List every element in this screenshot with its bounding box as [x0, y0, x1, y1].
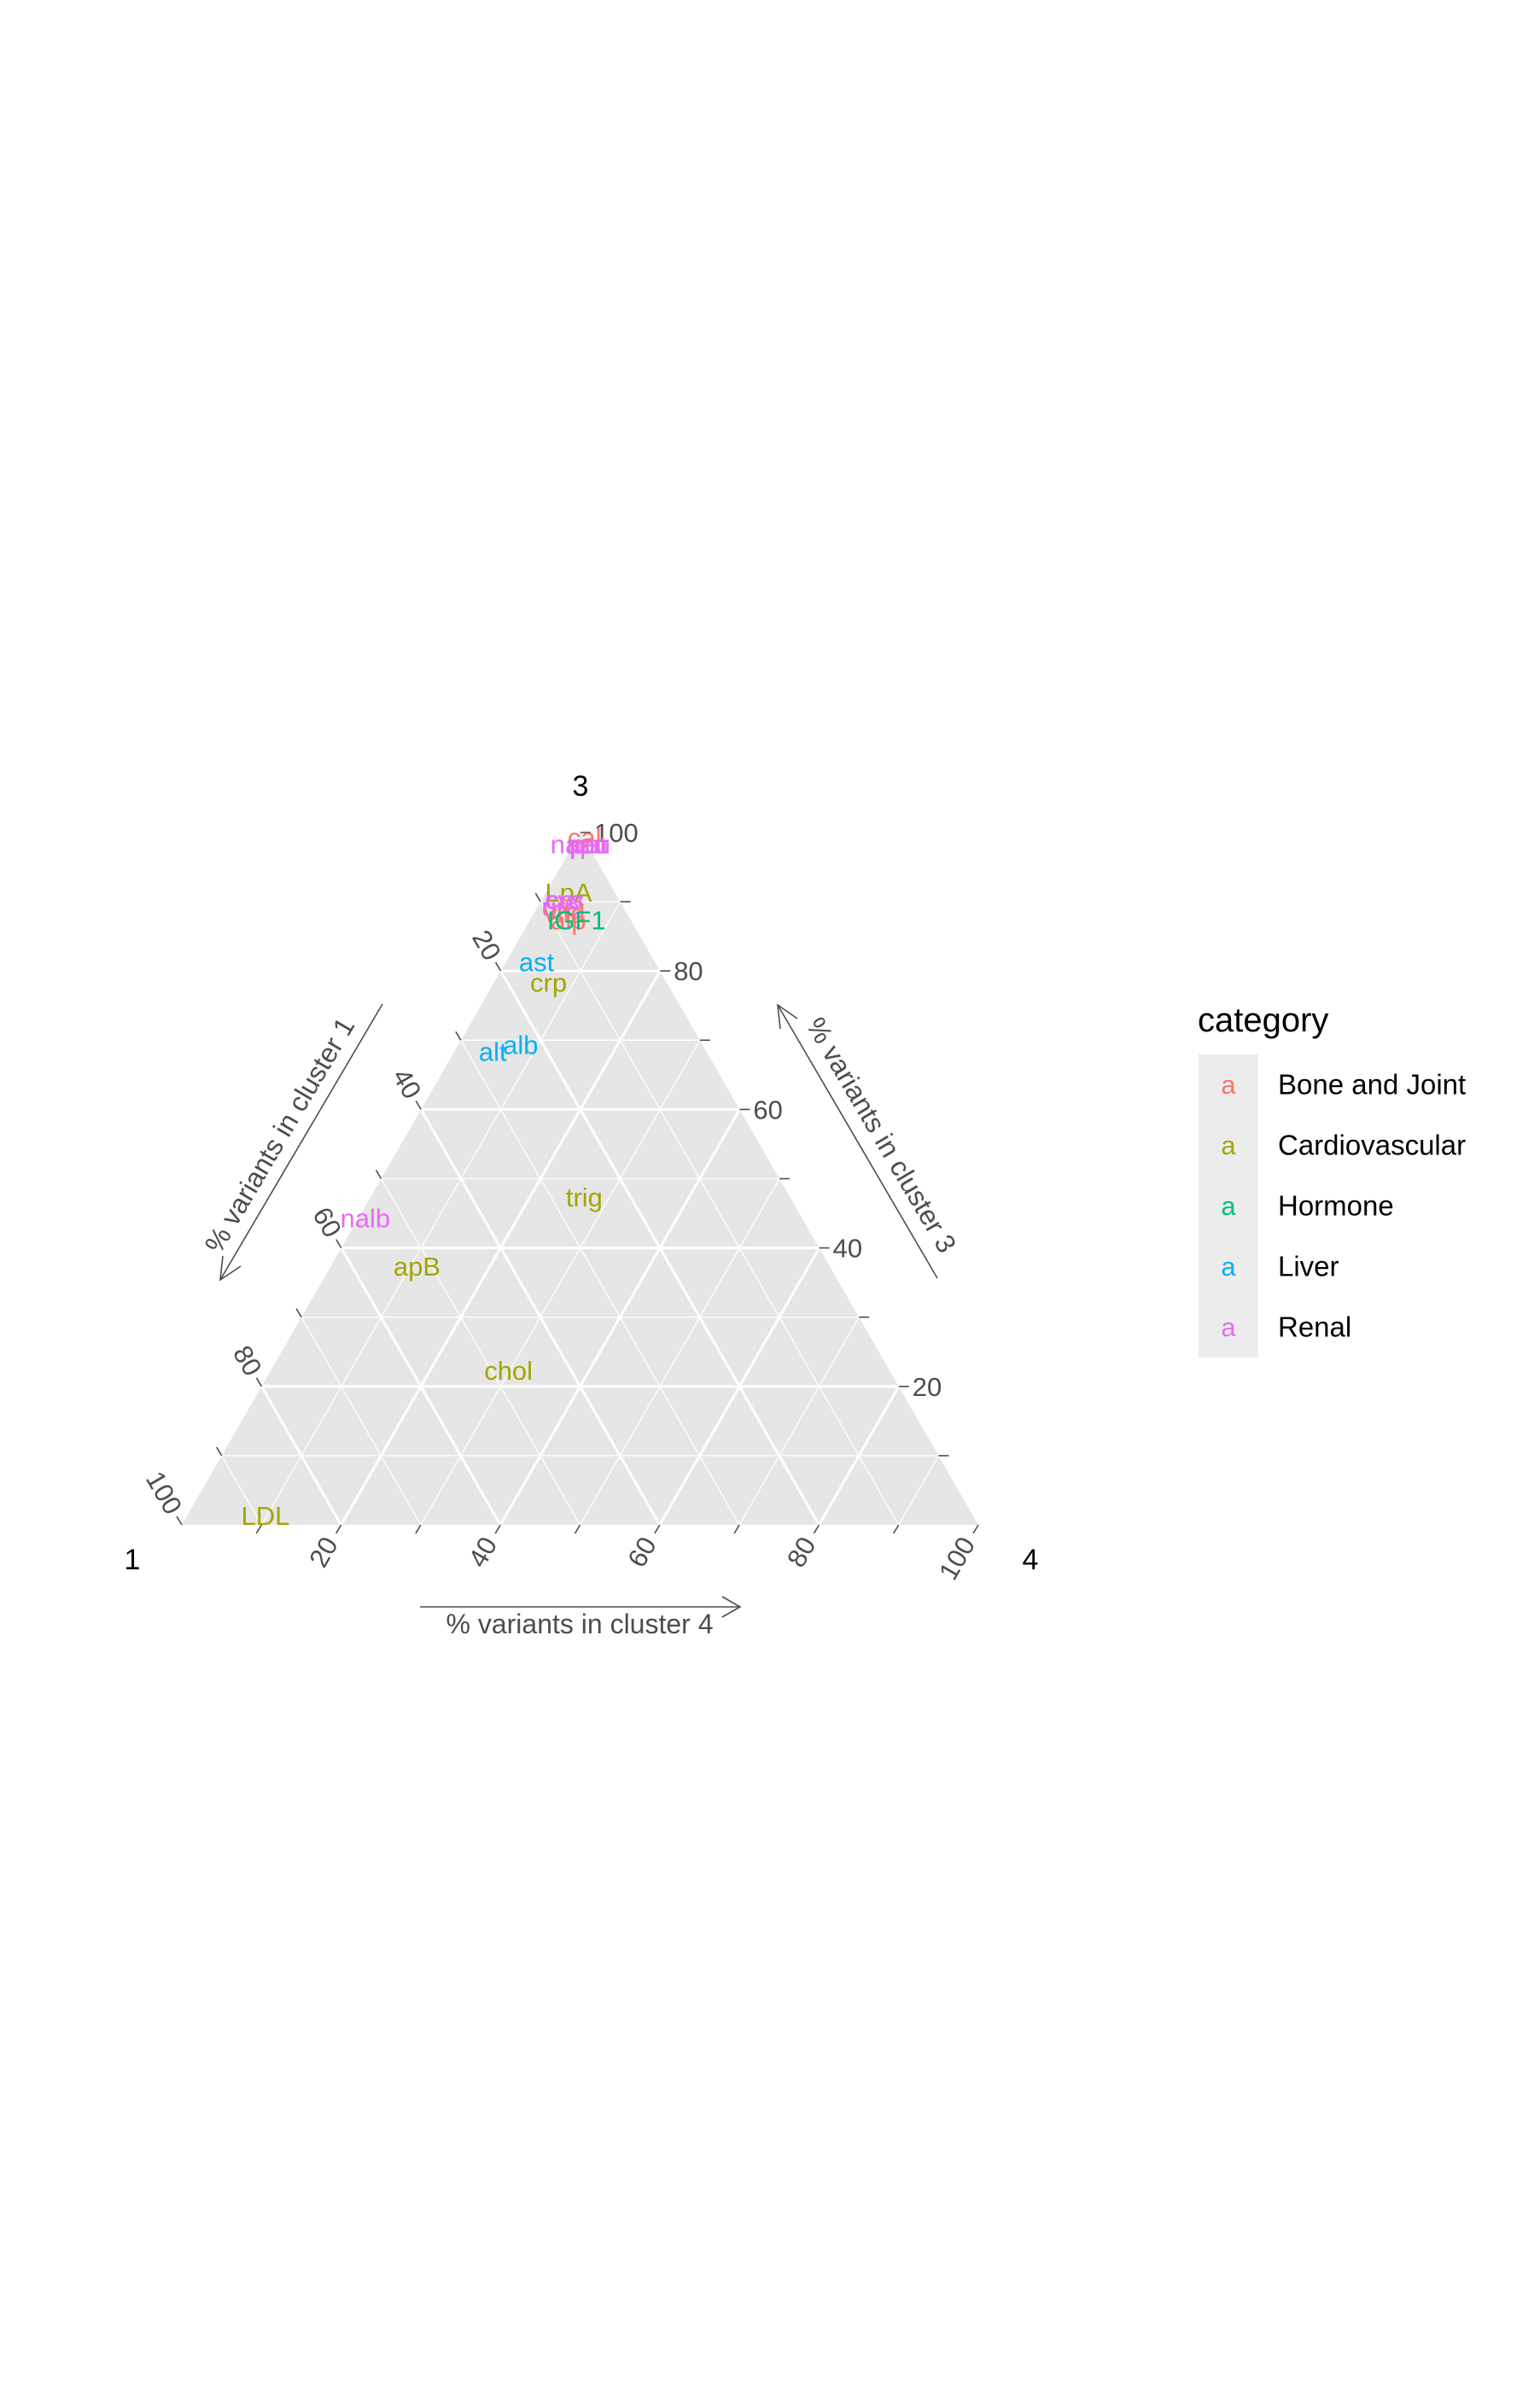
tick-label-cluster-4: 20 — [303, 1532, 344, 1572]
legend-key: a — [1221, 1191, 1236, 1221]
point-label: ast — [519, 947, 555, 977]
tick-label-cluster-3: 40 — [833, 1234, 862, 1264]
point-label: nalb — [341, 1203, 391, 1233]
vertex-label-left: 1 — [125, 1544, 141, 1576]
tick-label-cluster-3: 60 — [753, 1095, 782, 1124]
minor-gridlines — [221, 901, 939, 1526]
point-label: alp — [551, 906, 586, 936]
legend-label: Liver — [1278, 1251, 1339, 1282]
tick-label-cluster-1: 100 — [140, 1466, 188, 1519]
legend-key: a — [1221, 1070, 1236, 1100]
point-label: alt — [479, 1037, 507, 1067]
point-label: nap — [551, 829, 595, 859]
point-label: chol — [484, 1356, 533, 1386]
axis-arrow-cluster-4 — [420, 1596, 742, 1618]
tick-label-cluster-4: 40 — [463, 1532, 504, 1572]
legend: category a Bone and Joint a Cardiovascular a… — [1198, 1002, 1466, 1358]
vertex-label-right: 4 — [1023, 1544, 1039, 1576]
point-label: crn — [546, 885, 583, 914]
point-label: IGF1 — [547, 906, 606, 936]
vertex-label-top: 3 — [573, 770, 589, 803]
legend-label: Bone and Joint — [1278, 1069, 1466, 1101]
point-label: LDL — [242, 1501, 290, 1531]
axis-title-cluster-3: % variants in cluster 3 — [801, 1012, 963, 1258]
point-label: pru — [569, 829, 608, 859]
point-label: trig — [566, 1183, 603, 1212]
legend-label: Renal — [1278, 1311, 1351, 1343]
tick-label-cluster-4: 80 — [781, 1532, 822, 1572]
legend-key: a — [1221, 1312, 1236, 1342]
point-label: ure — [541, 891, 580, 921]
tick-label-cluster-1: 40 — [387, 1064, 428, 1104]
point-label: crp — [530, 968, 567, 998]
major-gridlines — [260, 969, 901, 1526]
axis-arrow-cluster-3 — [777, 1003, 938, 1279]
legend-key: a — [1221, 1252, 1236, 1282]
tick-label-cluster-4: 60 — [621, 1532, 662, 1572]
point-label: apB — [394, 1252, 440, 1282]
legend-title: category — [1198, 1002, 1328, 1039]
tick-label-cluster-3: 20 — [913, 1372, 942, 1402]
point-label: nau — [566, 829, 610, 859]
point-label: vitd — [544, 899, 585, 929]
point-label: cal — [568, 822, 602, 852]
legend-key-background — [1199, 1054, 1258, 1358]
tick-label-cluster-3: 100 — [594, 818, 639, 848]
legend-label: Hormone — [1278, 1190, 1394, 1222]
point-label: cys — [545, 885, 585, 914]
point-label: urc — [542, 891, 579, 921]
axis-arrow-cluster-1 — [219, 1003, 383, 1282]
point-label: LpA — [545, 878, 592, 908]
tick-label-cluster-1: 80 — [227, 1340, 268, 1381]
point-label: alb — [503, 1031, 538, 1060]
legend-key: a — [1221, 1130, 1236, 1160]
point-label: pot — [570, 829, 607, 859]
axis-ticks — [176, 832, 979, 1534]
legend-label: Cardiovascular — [1278, 1130, 1466, 1161]
tick-label-cluster-3: 80 — [674, 956, 703, 986]
tick-label-cluster-4: 100 — [933, 1532, 981, 1585]
tick-label-cluster-1: 20 — [466, 925, 507, 965]
axis-title-cluster-4: % variants in cluster 4 — [446, 1609, 713, 1639]
